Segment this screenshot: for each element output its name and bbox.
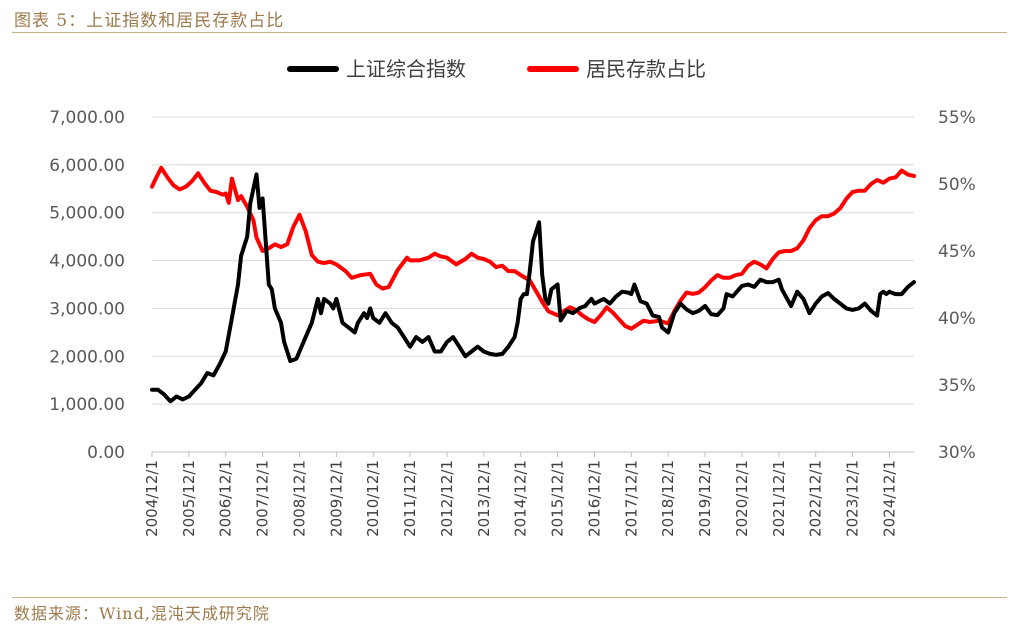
left-axis-tick-label: 1,000.00 xyxy=(49,395,125,415)
left-axis-tick-label: 4,000.00 xyxy=(49,252,125,272)
x-axis-tick-label: 2023/12/1 xyxy=(844,460,862,537)
right-axis-tick-label: 55% xyxy=(938,108,976,128)
series-line-deposit xyxy=(150,165,916,331)
x-axis-tick-label: 2019/12/1 xyxy=(696,460,714,537)
x-axis-tick-label: 2006/12/1 xyxy=(217,460,235,537)
x-axis-tick-label: 2018/12/1 xyxy=(659,460,677,537)
x-axis-tick-label: 2013/12/1 xyxy=(475,460,493,537)
x-axis-tick-label: 2015/12/1 xyxy=(549,460,567,537)
left-axis-tick-label: 0.00 xyxy=(87,443,125,463)
x-axis-tick-label: 2010/12/1 xyxy=(364,460,382,537)
x-axis-ticks: 2004/12/1 2005/12/1 2006/12/1 2007/12/1 2008… xyxy=(143,452,898,537)
figure-title: 图表 5：上证指数和居民存款占比 xyxy=(14,11,285,31)
legend: 上证综合指数 居民存款占比 xyxy=(287,57,706,81)
gridlines xyxy=(152,116,914,405)
x-axis-tick-label: 2009/12/1 xyxy=(327,460,345,537)
x-axis-tick-label: 2007/12/1 xyxy=(254,460,272,537)
x-axis-tick-label: 2022/12/1 xyxy=(807,460,825,537)
series-line-index xyxy=(150,172,916,404)
x-axis-tick-label: 2008/12/1 xyxy=(290,460,308,537)
x-axis-tick-label: 2012/12/1 xyxy=(438,460,456,537)
x-axis-tick-label: 2020/12/1 xyxy=(733,460,751,537)
right-axis-ticks: 30% 35% 40% 45% 50% 55% xyxy=(938,108,976,463)
left-axis-tick-label: 7,000.00 xyxy=(49,108,125,128)
top-divider xyxy=(12,32,1007,33)
right-axis-tick-label: 45% xyxy=(938,242,976,262)
right-axis-tick-label: 35% xyxy=(938,376,976,396)
left-axis-tick-label: 6,000.00 xyxy=(49,156,125,176)
left-axis-tick-label: 2,000.00 xyxy=(49,347,125,367)
x-axis-tick-label: 2005/12/1 xyxy=(180,460,198,537)
left-axis-tick-label: 5,000.00 xyxy=(49,204,125,224)
right-axis-tick-label: 40% xyxy=(938,309,976,329)
x-axis-tick-label: 2021/12/1 xyxy=(770,460,788,537)
line-chart: 0.00 1,000.00 2,000.00 3,000.00 4,000.00 5,00… xyxy=(49,57,976,537)
legend-label-index: 上证综合指数 xyxy=(346,57,466,81)
legend-label-deposit: 居民存款占比 xyxy=(586,57,706,81)
x-axis-tick-label: 2024/12/1 xyxy=(880,460,898,537)
source-note: 数据来源：Wind,混沌天成研究院 xyxy=(14,604,270,623)
left-axis-ticks: 0.00 1,000.00 2,000.00 3,000.00 4,000.00 5,00… xyxy=(49,108,125,463)
x-axis-tick-label: 2014/12/1 xyxy=(512,460,530,537)
x-axis-tick-label: 2004/12/1 xyxy=(143,460,161,537)
x-axis-tick-label: 2011/12/1 xyxy=(401,460,419,537)
right-axis-tick-label: 50% xyxy=(938,175,976,195)
bottom-divider xyxy=(12,597,1007,598)
right-axis-tick-label: 30% xyxy=(938,443,976,463)
x-axis-tick-label: 2017/12/1 xyxy=(622,460,640,537)
left-axis-tick-label: 3,000.00 xyxy=(49,299,125,319)
series-lines xyxy=(150,165,916,404)
x-axis-tick-label: 2016/12/1 xyxy=(585,460,603,537)
